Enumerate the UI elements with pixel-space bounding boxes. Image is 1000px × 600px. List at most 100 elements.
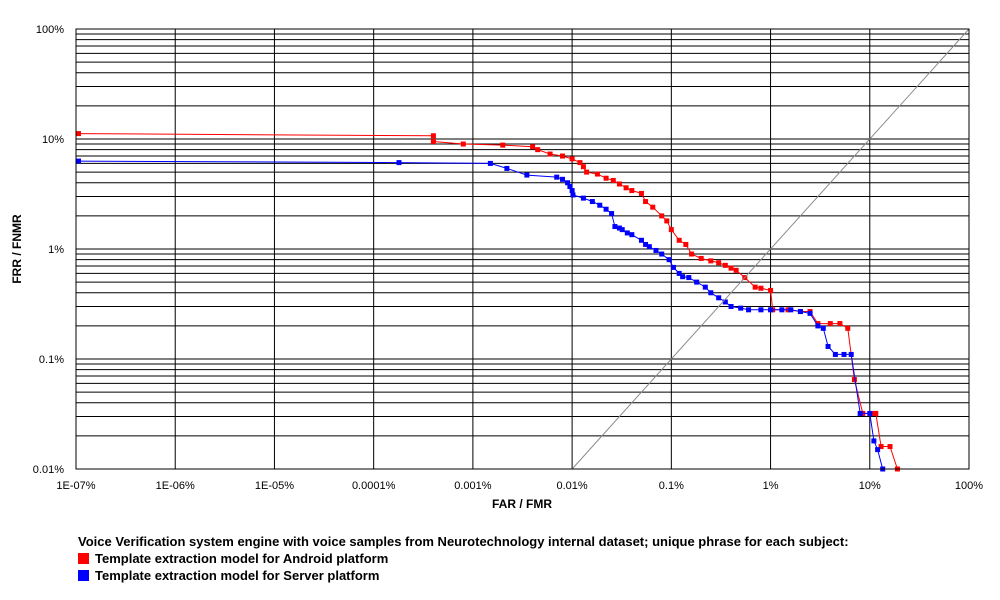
- data-point-server: [722, 299, 728, 305]
- data-point-server: [396, 160, 402, 166]
- data-point-android: [845, 325, 851, 331]
- data-point-android: [689, 251, 695, 257]
- data-point-server: [746, 307, 752, 313]
- data-point-android: [535, 147, 541, 153]
- x-tick-label: 100%: [955, 480, 983, 492]
- x-tick-label: 1E-05%: [255, 480, 294, 492]
- data-point-server: [815, 323, 821, 329]
- data-point-server: [871, 438, 877, 444]
- data-point-server: [567, 183, 573, 189]
- x-tick-label: 0.01%: [557, 480, 588, 492]
- data-point-server: [565, 180, 571, 186]
- data-point-android: [676, 237, 682, 243]
- data-point-server: [570, 192, 576, 198]
- data-point-android: [500, 142, 506, 148]
- data-point-android: [716, 260, 722, 266]
- data-point-android: [827, 321, 833, 327]
- x-tick-label: 0.0001%: [352, 480, 396, 492]
- data-point-server: [580, 195, 586, 201]
- data-point-server: [616, 225, 622, 231]
- data-point-android: [547, 151, 553, 157]
- data-point-android: [698, 255, 704, 261]
- data-point-server: [659, 251, 665, 257]
- data-point-server: [653, 247, 659, 253]
- data-point-android: [559, 153, 565, 159]
- data-point-android: [650, 204, 656, 210]
- data-point-android: [629, 188, 635, 194]
- data-point-server: [857, 410, 863, 416]
- data-point-server: [716, 295, 722, 301]
- x-tick-label: 10%: [859, 480, 881, 492]
- data-point-android: [584, 169, 590, 175]
- data-point-server: [841, 351, 847, 357]
- data-point-android: [733, 267, 739, 273]
- data-point-android: [638, 190, 644, 196]
- data-point-android: [580, 164, 586, 170]
- data-point-android: [577, 160, 583, 166]
- data-point-server: [779, 307, 785, 313]
- y-axis-title: FRR / FNMR: [10, 214, 24, 284]
- y-tick-label: 0.1%: [39, 354, 64, 366]
- data-point-android: [594, 171, 600, 177]
- y-tick-label: 1%: [48, 244, 64, 256]
- data-point-server: [768, 307, 774, 313]
- data-point-server: [638, 237, 644, 243]
- legend-label-server: Template extraction model for Server pla…: [95, 568, 380, 583]
- data-point-android: [683, 241, 689, 247]
- data-point-android: [752, 284, 758, 290]
- y-tick-label: 100%: [36, 24, 64, 36]
- legend: Voice Verification system engine with vo…: [78, 534, 849, 584]
- data-point-server: [487, 160, 493, 166]
- y-tick-label: 0.01%: [33, 464, 64, 476]
- data-point-server: [867, 410, 873, 416]
- data-point-android: [758, 285, 764, 291]
- data-point-android: [728, 265, 734, 271]
- legend-swatch-android: [78, 553, 89, 564]
- data-point-server: [504, 165, 510, 171]
- data-point-server: [76, 158, 81, 164]
- data-point-server: [643, 241, 649, 247]
- data-point-server: [670, 264, 676, 270]
- data-point-android: [76, 131, 81, 137]
- x-tick-label: 1E-06%: [156, 480, 195, 492]
- data-point-server: [738, 305, 744, 311]
- data-point-server: [708, 290, 714, 296]
- data-point-android: [603, 175, 609, 181]
- data-point-server: [848, 351, 854, 357]
- legend-caption: Voice Verification system engine with vo…: [78, 534, 849, 549]
- data-point-android: [623, 185, 629, 191]
- data-point-server: [758, 307, 764, 313]
- data-point-server: [554, 174, 560, 180]
- data-point-android: [887, 444, 893, 450]
- x-tick-label: 0.001%: [454, 480, 492, 492]
- data-point-server: [694, 279, 700, 285]
- data-point-android: [722, 262, 728, 268]
- data-point-server: [820, 325, 826, 331]
- data-point-server: [788, 307, 794, 313]
- data-point-android: [873, 410, 879, 416]
- data-point-server: [609, 211, 615, 217]
- legend-entry-server: Template extraction model for Server pla…: [78, 567, 849, 584]
- data-point-server: [624, 230, 630, 236]
- data-point-android: [610, 177, 616, 183]
- data-point-android: [768, 287, 774, 293]
- data-point-android: [430, 133, 436, 139]
- data-point-server: [875, 447, 881, 453]
- data-point-server: [612, 224, 618, 230]
- data-point-server: [825, 343, 831, 349]
- data-point-server: [646, 244, 652, 250]
- data-point-android: [643, 199, 649, 205]
- data-point-android: [616, 181, 622, 187]
- data-point-server: [680, 274, 686, 280]
- data-point-android: [460, 141, 466, 147]
- x-tick-label: 0.1%: [659, 480, 684, 492]
- data-point-server: [559, 176, 565, 182]
- x-tick-labels: 1E-07% 1E-06% 1E-05% 0.0001% 0.001% 0.01% 0.1%…: [56, 480, 983, 492]
- data-point-android: [664, 218, 670, 224]
- data-point-server: [569, 188, 575, 194]
- data-point-server: [619, 227, 625, 233]
- data-point-android: [708, 258, 714, 264]
- legend-entry-android: Template extraction model for Android pl…: [78, 550, 849, 567]
- data-point-android: [530, 144, 536, 150]
- det-chart: 1E-07% 1E-06% 1E-05% 0.0001% 0.001% 0.01% 0.1%…: [10, 24, 983, 511]
